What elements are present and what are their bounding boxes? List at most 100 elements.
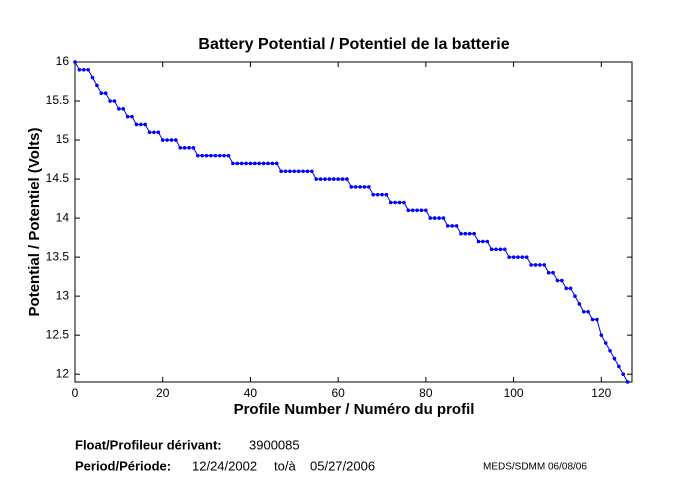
data-point xyxy=(143,122,147,127)
data-point xyxy=(599,333,604,337)
data-point xyxy=(581,309,586,314)
data-point xyxy=(445,224,450,228)
data-point xyxy=(108,99,112,103)
data-point xyxy=(511,255,516,259)
y-tick-label: 12.5 xyxy=(46,327,70,341)
data-point xyxy=(103,91,108,96)
data-point xyxy=(204,153,209,158)
data-point xyxy=(253,161,257,166)
x-tick-label: 80 xyxy=(419,386,433,400)
data-point xyxy=(586,309,590,314)
data-point xyxy=(314,177,319,181)
data-point xyxy=(187,146,191,150)
data-point xyxy=(169,138,174,142)
x-tick-label: 40 xyxy=(244,386,258,400)
data-point xyxy=(450,224,454,228)
data-point xyxy=(441,216,446,220)
data-point xyxy=(213,153,218,158)
data-point xyxy=(261,161,266,166)
data-point xyxy=(73,60,77,64)
y-tick-label: 12 xyxy=(56,366,70,380)
data-point xyxy=(121,107,126,111)
data-point xyxy=(485,239,490,244)
data-point xyxy=(125,114,130,119)
data-point xyxy=(538,263,542,267)
y-tick-label: 14 xyxy=(56,210,70,224)
data-point xyxy=(454,224,459,228)
data-point xyxy=(472,231,476,236)
data-point xyxy=(560,278,564,283)
data-point xyxy=(503,247,507,252)
data-point xyxy=(533,263,538,267)
data-point xyxy=(217,153,222,158)
data-point xyxy=(410,208,415,213)
data-point xyxy=(564,286,569,291)
data-point xyxy=(406,208,411,213)
data-point xyxy=(498,247,503,252)
y-tick-label: 15.5 xyxy=(46,93,70,107)
data-point xyxy=(568,286,573,291)
data-point xyxy=(283,169,288,174)
data-point xyxy=(625,380,630,384)
data-point xyxy=(546,270,551,275)
data-point xyxy=(542,263,547,267)
data-point xyxy=(362,185,367,189)
data-point xyxy=(555,278,560,283)
data-point xyxy=(384,192,389,197)
period-start: 12/24/2002 xyxy=(192,458,257,473)
x-tick-label: 0 xyxy=(72,386,79,400)
data-point xyxy=(507,255,511,259)
data-point xyxy=(226,153,231,158)
data-point xyxy=(481,239,485,244)
data-point xyxy=(86,68,90,72)
data-point xyxy=(516,255,520,259)
data-point xyxy=(367,185,371,189)
x-tick-label: 100 xyxy=(504,386,524,400)
data-point xyxy=(336,177,340,181)
data-point xyxy=(292,169,297,174)
data-point xyxy=(331,177,336,181)
y-tick-label: 14.5 xyxy=(46,171,70,185)
data-point xyxy=(301,169,305,174)
data-point xyxy=(235,161,240,166)
data-point xyxy=(621,372,626,376)
data-point xyxy=(90,75,95,80)
float-id: 3900085 xyxy=(249,437,300,452)
data-point xyxy=(99,91,104,96)
data-point xyxy=(415,208,419,213)
x-axis-label: Profile Number / Numéro du profil xyxy=(234,401,475,418)
float-label: Float/Profileur dérivant: xyxy=(75,437,222,452)
data-point xyxy=(130,114,134,119)
data-point xyxy=(459,231,463,236)
data-point xyxy=(257,161,262,166)
data-point xyxy=(432,216,437,220)
data-point xyxy=(222,153,226,158)
x-tick-label: 120 xyxy=(591,386,611,400)
data-point xyxy=(349,185,354,189)
data-point xyxy=(160,138,165,142)
data-point xyxy=(174,138,178,142)
data-point xyxy=(279,169,283,174)
data-point xyxy=(393,200,397,205)
data-point xyxy=(590,317,595,322)
period-end: 05/27/2006 xyxy=(310,458,375,473)
data-point xyxy=(424,208,428,213)
data-point xyxy=(573,294,577,298)
credit: MEDS/SDMM 06/08/06 xyxy=(483,462,587,473)
data-point xyxy=(327,177,332,181)
data-point xyxy=(77,68,82,72)
data-point xyxy=(524,255,529,259)
data-point xyxy=(191,146,196,150)
data-point xyxy=(577,302,582,306)
data-point xyxy=(476,239,481,244)
data-point xyxy=(310,169,314,174)
data-point xyxy=(231,161,235,166)
period-label: Period/Période: xyxy=(75,458,171,473)
data-point xyxy=(419,208,424,213)
data-point xyxy=(178,146,183,150)
plot-frame xyxy=(74,61,633,383)
data-point xyxy=(340,177,345,181)
data-point xyxy=(147,130,152,135)
data-point xyxy=(152,130,156,135)
